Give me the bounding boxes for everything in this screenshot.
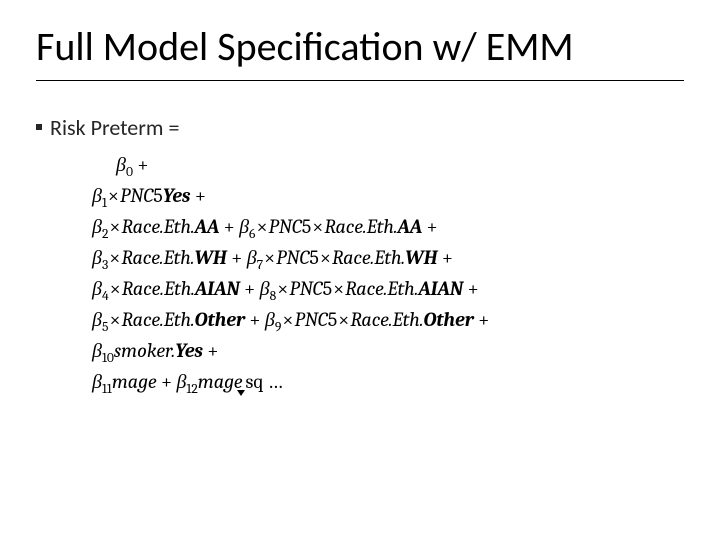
times-symbol: × (107, 184, 120, 207)
beta-symbol: β (92, 246, 102, 269)
eq-line-3: β3×Race.Eth.WH + β7×PNC5×Race.Eth.WH + (92, 242, 684, 273)
eq-line-5: β5×Race.Eth.Other + β9×PNC5×Race.Eth.Oth… (92, 304, 684, 335)
times-symbol: × (108, 308, 121, 331)
times-symbol: × (311, 215, 324, 238)
beta-symbol: β (92, 184, 102, 207)
eq-line-2: β2×Race.Eth.AA + β6×PNC5×Race.Eth.AA + (92, 211, 684, 242)
beta-sub-4: 4 (102, 289, 109, 304)
slide: Full Model Specification w/ EMM Risk Pre… (0, 0, 720, 540)
plus: + (422, 215, 437, 238)
var: PNC (269, 215, 302, 238)
var-bold: Yes (175, 339, 203, 362)
var: mage (112, 370, 157, 393)
beta-symbol: β (92, 215, 102, 238)
plus: + (133, 153, 148, 176)
var: PNC (294, 308, 327, 331)
beta-symbol: β (92, 277, 102, 300)
plus: + (240, 277, 260, 300)
var: 5 (309, 246, 319, 269)
beta-sub-10: 10 (102, 351, 114, 366)
var-bold: AA (398, 215, 423, 238)
eq-line-4: β4×Race.Eth.AIAN + β8×PNC5×Race.Eth.AIAN… (92, 273, 684, 304)
plus: + (219, 215, 239, 238)
times-symbol: × (109, 277, 122, 300)
times-symbol: × (332, 277, 345, 300)
var: PNC (120, 184, 153, 207)
equation-lhs: Risk Preterm = (50, 114, 179, 141)
var: Race.Eth. (122, 308, 195, 331)
beta-symbol: β (247, 246, 257, 269)
title-rule (36, 80, 684, 81)
var: 5 (323, 277, 333, 300)
plus: + (474, 308, 489, 331)
beta-symbol: β (92, 370, 102, 393)
beta-sub-11: 11 (102, 382, 112, 397)
equation-lhs-row: Risk Preterm = (36, 114, 684, 141)
times-symbol: × (263, 246, 276, 269)
content-area: Risk Preterm = β0 + β1×PNC5Yes + β2×Race… (36, 114, 684, 397)
plus: + (203, 339, 218, 362)
ellipsis: … (263, 370, 282, 393)
times-symbol: × (276, 277, 289, 300)
eq-line-6: β10smoker.Yes + (92, 335, 684, 366)
var-bold: WH (194, 246, 226, 269)
beta-symbol: β (92, 339, 102, 362)
var: Race.Eth. (350, 308, 423, 331)
var-bold: AIAN (195, 277, 240, 300)
eq-line-7: β11mage + β12mage sq … (92, 366, 684, 397)
var-bold: Other (195, 308, 245, 331)
var-bold: AIAN (418, 277, 463, 300)
slide-title: Full Model Specification w/ EMM (36, 22, 684, 71)
var: Race.Eth. (121, 215, 194, 238)
beta-sub-0: 0 (126, 165, 133, 180)
plus: + (438, 246, 453, 269)
beta-symbol: β (265, 308, 275, 331)
var: Race.Eth. (332, 246, 405, 269)
times-symbol: × (281, 308, 294, 331)
plus: + (245, 308, 265, 331)
var: 5 (153, 184, 163, 207)
times-symbol: × (337, 308, 350, 331)
var: Race.Eth. (122, 277, 195, 300)
down-arrow-icon (243, 382, 246, 397)
times-symbol: × (255, 215, 268, 238)
var: Race.Eth. (121, 246, 194, 269)
times-symbol: × (108, 246, 121, 269)
beta-symbol: β (260, 277, 270, 300)
beta-symbol: β (92, 308, 102, 331)
var: 5 (328, 308, 338, 331)
times-symbol: × (108, 215, 121, 238)
var: PNC (276, 246, 309, 269)
var: Race.Eth. (324, 215, 397, 238)
eq-line-0: β0 + (92, 149, 684, 180)
var: smoker. (114, 339, 175, 362)
bullet-icon (36, 124, 42, 130)
times-symbol: × (319, 246, 332, 269)
plus: + (190, 184, 205, 207)
var: sq (246, 370, 264, 393)
plus: + (157, 370, 177, 393)
var-bold: WH (405, 246, 437, 269)
beta-sub-12: 12 (186, 382, 197, 397)
var: 5 (302, 215, 312, 238)
var: Race.Eth. (345, 277, 418, 300)
beta-symbol: β (176, 370, 186, 393)
equation-block: β0 + β1×PNC5Yes + β2×Race.Eth.AA + β6×PN… (92, 149, 684, 397)
beta-symbol: β (116, 153, 126, 176)
var-bold: AA (195, 215, 220, 238)
eq-line-1: β1×PNC5Yes + (92, 180, 684, 211)
beta-symbol: β (239, 215, 249, 238)
plus: + (463, 277, 478, 300)
var: PNC (289, 277, 322, 300)
plus: + (227, 246, 247, 269)
var-bold: Other (423, 308, 473, 331)
var-bold: Yes (163, 184, 191, 207)
